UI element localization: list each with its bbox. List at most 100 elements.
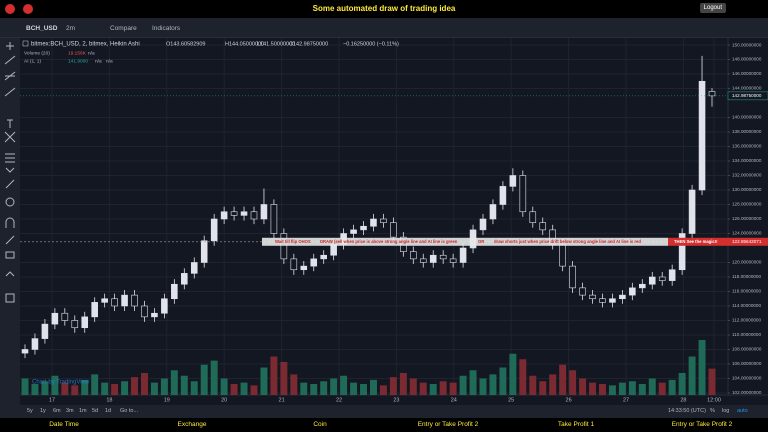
- volume-bar: [350, 382, 358, 395]
- indicators[interactable]: Indicators: [152, 25, 181, 32]
- compare[interactable]: Compare: [110, 25, 137, 32]
- y-tick-label: 126.00000000: [732, 216, 762, 221]
- candle-body: [678, 233, 686, 271]
- footer-label: Entry or Take Profit 2: [671, 421, 733, 428]
- volume-bar: [688, 356, 696, 395]
- candle-body: [390, 222, 397, 238]
- toolbar: BCH_USD 2m Compare Indicators: [0, 18, 768, 38]
- candle-body: [200, 240, 208, 263]
- candle-body: [91, 302, 98, 318]
- volume-bar: [379, 385, 387, 395]
- volume-bar: [61, 382, 69, 395]
- volume-bar: [459, 375, 467, 395]
- volume-bar: [180, 375, 188, 395]
- annotation-band: [262, 237, 668, 246]
- volume-bar: [708, 368, 716, 395]
- x-tick-label: 21: [279, 397, 285, 403]
- volume-bar: [439, 381, 447, 395]
- price-label-box: [728, 237, 768, 246]
- callout-box: [668, 237, 728, 246]
- volume-bar: [519, 359, 527, 395]
- legend-symbol: bitmex:BCH_USD, 2, bitmex, Heikin Ashi: [31, 42, 140, 48]
- candle-body: [190, 262, 198, 274]
- candle-body: [479, 218, 487, 231]
- last-price-box: [727, 91, 768, 101]
- legend-ohlc: H144.05000000: [225, 41, 264, 47]
- volume-bar: [509, 353, 517, 395]
- candle-body: [519, 175, 527, 213]
- candle-body: [599, 298, 606, 303]
- footer-label: Take Profit 1: [557, 421, 595, 428]
- y-tick-label: 116.00000000: [732, 289, 761, 294]
- logout-button[interactable]: Logout: [699, 3, 726, 13]
- volume-bar: [270, 356, 278, 395]
- candle-body: [131, 294, 138, 307]
- auto-toggle[interactable]: auto: [737, 408, 748, 414]
- volume-bar: [51, 375, 59, 395]
- volume-bar: [569, 370, 577, 395]
- x-tick-label: 22: [336, 397, 342, 403]
- clock: 14:33:50 (UTC): [668, 408, 706, 414]
- candle-body: [539, 222, 547, 231]
- annotation-text: Wait till flip OHOS: [275, 239, 311, 244]
- range-button[interactable]: 5d: [92, 408, 99, 414]
- percent-toggle[interactable]: %: [710, 408, 715, 414]
- range-button[interactable]: 1y: [40, 408, 46, 414]
- candle-body: [459, 247, 467, 263]
- drawing-tools: [0, 38, 20, 405]
- top-icons: [5, 4, 33, 14]
- volume-bar: [678, 373, 686, 395]
- volume-bar: [41, 381, 49, 395]
- symbol[interactable]: BCH_USD: [26, 25, 58, 32]
- y-tick-label: 150.00000000: [732, 42, 762, 47]
- candle-body: [350, 229, 357, 234]
- x-tick-label: 17: [49, 397, 55, 403]
- annotation-text: DRAW (sell when price is above strong an…: [320, 239, 458, 244]
- candle-body: [509, 175, 517, 187]
- volume-bar: [71, 385, 79, 395]
- last-price-label: 142.98750000: [732, 93, 762, 98]
- legend-ohlc: −0.16250000 (−0.11%): [343, 41, 399, 47]
- volume-bar: [360, 384, 368, 395]
- candle-body: [111, 298, 118, 307]
- log-toggle[interactable]: log: [722, 408, 730, 414]
- legend-volume: Volume (20): [24, 50, 50, 56]
- candle-body: [81, 316, 89, 329]
- x-tick-label: 26: [566, 397, 572, 403]
- volume-bar: [260, 367, 268, 395]
- candle-body: [569, 265, 576, 289]
- candle-body: [121, 294, 128, 307]
- goto-button[interactable]: Go to...: [120, 408, 139, 414]
- volume-bar: [598, 384, 606, 395]
- candle-body: [320, 254, 327, 260]
- volume-bar: [320, 381, 328, 395]
- volume-bar: [618, 382, 626, 395]
- annotation-text: OR: [478, 239, 484, 244]
- y-tick-label: 148.00000000: [732, 57, 762, 62]
- y-tick-label: 120.00000000: [732, 260, 762, 265]
- range-button[interactable]: 3m: [66, 408, 74, 414]
- candle-body: [698, 80, 706, 191]
- footer-label: Exchange: [177, 421, 207, 428]
- range-button[interactable]: 1d: [105, 408, 112, 414]
- range-button[interactable]: 1m: [79, 408, 87, 414]
- y-tick-label: 118.00000000: [732, 274, 761, 279]
- candle-body: [61, 312, 69, 321]
- candle-body: [31, 338, 39, 350]
- footer-label: Entry or Take Profit 2: [417, 421, 479, 428]
- candle-body: [101, 298, 108, 303]
- volume-bar: [638, 384, 646, 395]
- volume-bar: [549, 374, 557, 395]
- volume-bar: [140, 373, 148, 395]
- volume-bar: [240, 382, 248, 395]
- chart: 102.00000000 104.00000000 106.00000000 108.…: [20, 38, 768, 403]
- range-button[interactable]: 5y: [27, 408, 33, 414]
- range-button[interactable]: 6m: [53, 408, 61, 414]
- candle-body: [370, 218, 377, 227]
- candle-body: [648, 276, 656, 285]
- volume-bar: [280, 362, 288, 395]
- candle-body: [210, 218, 218, 242]
- x-tick-label: 28: [680, 397, 686, 403]
- interval[interactable]: 2m: [66, 25, 76, 32]
